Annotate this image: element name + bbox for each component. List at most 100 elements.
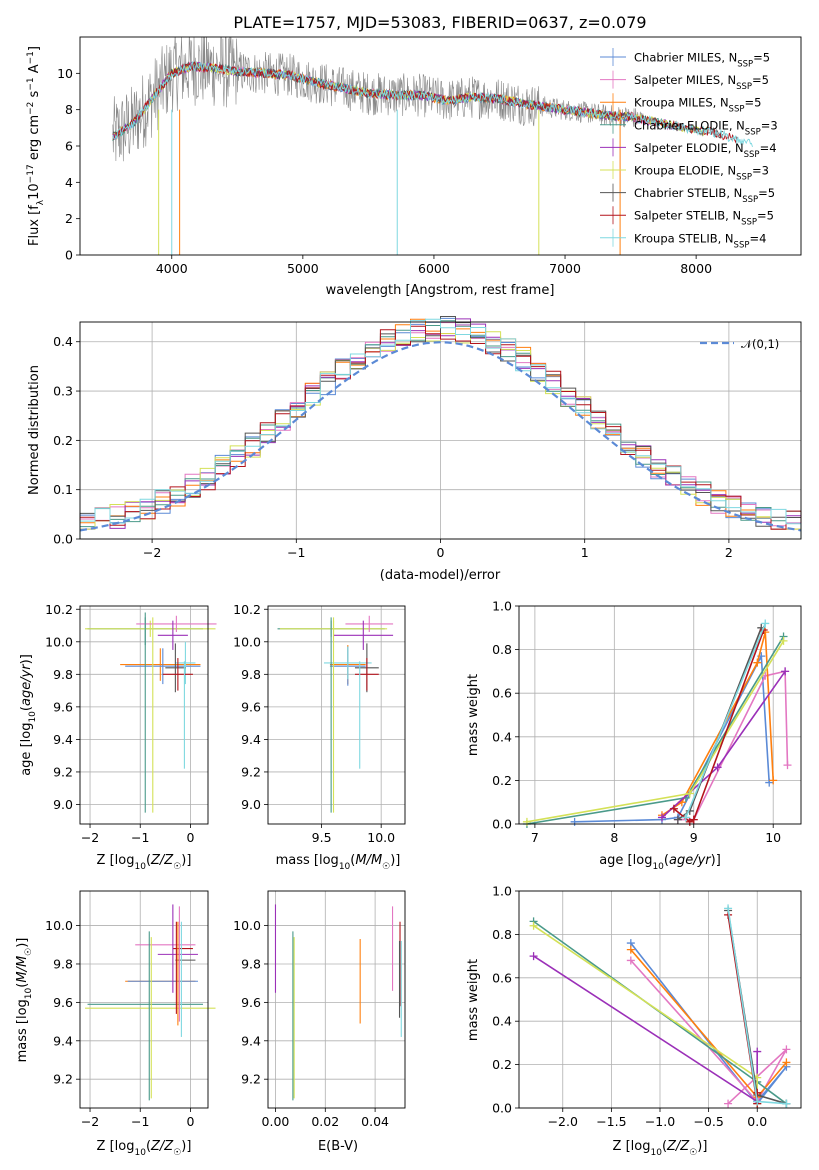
residuals-plot: [79, 316, 802, 539]
x-tick-label: 6000: [418, 261, 450, 276]
x-tick-label: −2: [81, 830, 99, 845]
legend-label: Kroupa ELODIE, NSSP=3: [634, 164, 769, 183]
residuals-axes: −2 −1 0 1 2 0.0 0.1 0.2 0.3 0.4 (data-model)/error…: [27, 321, 802, 583]
x-tick-label: −1: [287, 545, 305, 560]
x-tick-label: 8000: [680, 261, 712, 276]
mass-vs-EBV-plot: [274, 904, 402, 1101]
weight-point-marker: [570, 817, 579, 826]
mass-vs-EBV-panel: 0.00 0.02 0.04 9.2 9.4 9.6 9.8 10.0 E(B-V): [233, 890, 406, 1154]
x-tick-label: −2: [143, 545, 161, 560]
y-tick-label: 0.2: [492, 1057, 512, 1072]
mass-vs-Z-grid: [80, 891, 208, 1108]
legend-label: Kroupa STELIB, NSSP=4: [634, 231, 766, 250]
weight-point-marker: [783, 761, 792, 770]
y-tick-label: 9.0: [53, 797, 73, 812]
age-vs-Z-panel: −2 −1 0 9.0 9.2 9.4 9.6 9.8 10.0 10.2 Z [log10(Z/Z…: [19, 602, 217, 872]
weight-series-line: [685, 623, 767, 818]
y-tick-label: 0.1: [53, 482, 73, 497]
x-axis-label: wavelength [Angstrom, rest frame]: [326, 283, 555, 298]
y-tick-label: 10: [57, 66, 73, 81]
y-tick-label: 9.2: [53, 764, 73, 779]
weight-point-marker: [689, 815, 698, 824]
x-tick-label: 8: [610, 830, 618, 845]
y-tick-label: 0.4: [492, 1014, 512, 1029]
weight-vs-Z-axes: −2.0 −1.5 −1.0 −0.5 0.0 0.0 0.2 0.4 0.6 0.8 1.0 Z […: [466, 884, 802, 1158]
y-tick-label: 10.0: [45, 918, 73, 933]
y-tick-label: 9.2: [53, 1072, 73, 1087]
weight-point-marker: [782, 1099, 791, 1108]
y-tick-label: 9.4: [241, 732, 261, 747]
weight-point-marker: [724, 904, 733, 913]
weight-point-marker: [769, 776, 778, 785]
y-tick-label: 9.4: [53, 732, 73, 747]
y-tick-label: 8: [65, 102, 73, 117]
axes-frame: [267, 890, 406, 1109]
axes-frame: [518, 605, 802, 825]
y-tick-label: 10.0: [233, 634, 261, 649]
mass-vs-Z-plot: [85, 904, 216, 1101]
x-tick-label: 2: [725, 545, 733, 560]
y-tick-label: 0: [65, 248, 73, 263]
weight-point-marker: [522, 817, 531, 826]
legend-label: Salpeter ELODIE, NSSP=4: [634, 141, 777, 160]
y-tick-label: 9.6: [241, 995, 261, 1010]
x-tick-label: 1: [581, 545, 589, 560]
axes-frame: [518, 890, 802, 1109]
histogram-step-line: [79, 318, 802, 539]
x-tick-label: 7: [531, 830, 539, 845]
legend-label: 𝒩(0,1): [741, 337, 779, 351]
legend-label: Chabrier MILES, NSSP=5: [634, 51, 770, 70]
chart-title: PLATE=1757, MJD=53083, FIBERID=0637, z=0…: [233, 13, 646, 32]
age-vs-Z-plot: [85, 612, 217, 813]
weight-point-marker: [779, 636, 788, 645]
y-tick-label: 0.2: [53, 433, 73, 448]
y-tick-label: 9.8: [53, 667, 73, 682]
age-vs-mass-axes: 9.5 10.0 9.0 9.2 9.4 9.6 9.8 10.0 10.2 mass [log1…: [233, 602, 406, 872]
legend-label: Chabrier ELODIE, NSSP=3: [634, 118, 778, 137]
weight-series-line: [673, 629, 765, 823]
y-axis-label: mass weight: [466, 674, 481, 756]
legend-label: Chabrier STELIB, NSSP=5: [634, 186, 775, 205]
weight-point-marker: [626, 945, 635, 954]
x-tick-label: −1.5: [596, 1114, 626, 1129]
weight-vs-Z-plot: [529, 904, 791, 1108]
x-tick-label: −1: [131, 830, 149, 845]
x-tick-label: 10: [765, 830, 781, 845]
x-tick-label: 7000: [549, 261, 581, 276]
weight-point-marker: [782, 1045, 791, 1054]
x-tick-label: 5000: [287, 261, 319, 276]
x-axis-label: Z [log10(Z/Z☉)]: [97, 1139, 192, 1158]
x-tick-label: 0: [186, 830, 194, 845]
x-axis-label: (data-model)/error: [380, 568, 501, 583]
residuals-panel: −2 −1 0 1 2 0.0 0.1 0.2 0.3 0.4 (data-model)/error…: [27, 316, 802, 583]
y-tick-label: 9.6: [241, 699, 261, 714]
spectrum-panel: 4000 5000 6000 7000 8000 0 2 4 6 8 10 PLATE=1757, M…: [26, 13, 802, 298]
age-vs-Z-grid: [80, 606, 208, 824]
weight-point-marker: [685, 789, 694, 798]
spectrum-plot: [112, 37, 753, 255]
x-tick-label: 0: [437, 545, 445, 560]
model-spectrum-line: [112, 61, 739, 144]
x-tick-label: −2: [81, 1114, 99, 1129]
y-tick-label: 9.8: [53, 956, 73, 971]
weight-point-marker: [713, 763, 722, 772]
y-axis-label: mass [log10(M/M☉)]: [15, 938, 34, 1063]
y-axis-label: mass weight: [466, 959, 481, 1041]
weight-vs-age-panel: 7 8 9 10 0.0 0.2 0.4 0.6 0.8 1.0 age [log10(age/yr…: [466, 599, 802, 872]
y-tick-label: 0.3: [53, 384, 73, 399]
x-axis-label: E(B-V): [318, 1139, 358, 1154]
weight-point-marker: [673, 815, 682, 824]
axes-frame: [79, 321, 802, 540]
axes-frame: [79, 36, 802, 256]
y-tick-label: 9.4: [241, 1033, 261, 1048]
x-tick-label: 0.0: [747, 1114, 767, 1129]
x-tick-label: −1: [131, 1114, 149, 1129]
y-tick-label: 0.0: [53, 532, 73, 547]
x-tick-label: 0.00: [262, 1114, 290, 1129]
mass-vs-EBV-axes: 0.00 0.02 0.04 9.2 9.4 9.6 9.8 10.0 E(B-V): [233, 890, 406, 1154]
mass-vs-Z-panel: −2 −1 0 9.2 9.4 9.6 9.8 10.0 Z [log10(Z/Z☉)] mass…: [15, 890, 216, 1158]
weight-point-marker: [761, 619, 770, 628]
age-vs-mass-panel: 9.5 10.0 9.0 9.2 9.4 9.6 9.8 10.0 10.2 mass [log1…: [233, 602, 406, 872]
spectrum-axes: 4000 5000 6000 7000 8000 0 2 4 6 8 10 PLATE=1757, M…: [26, 13, 802, 298]
weight-point-marker: [753, 1088, 762, 1097]
